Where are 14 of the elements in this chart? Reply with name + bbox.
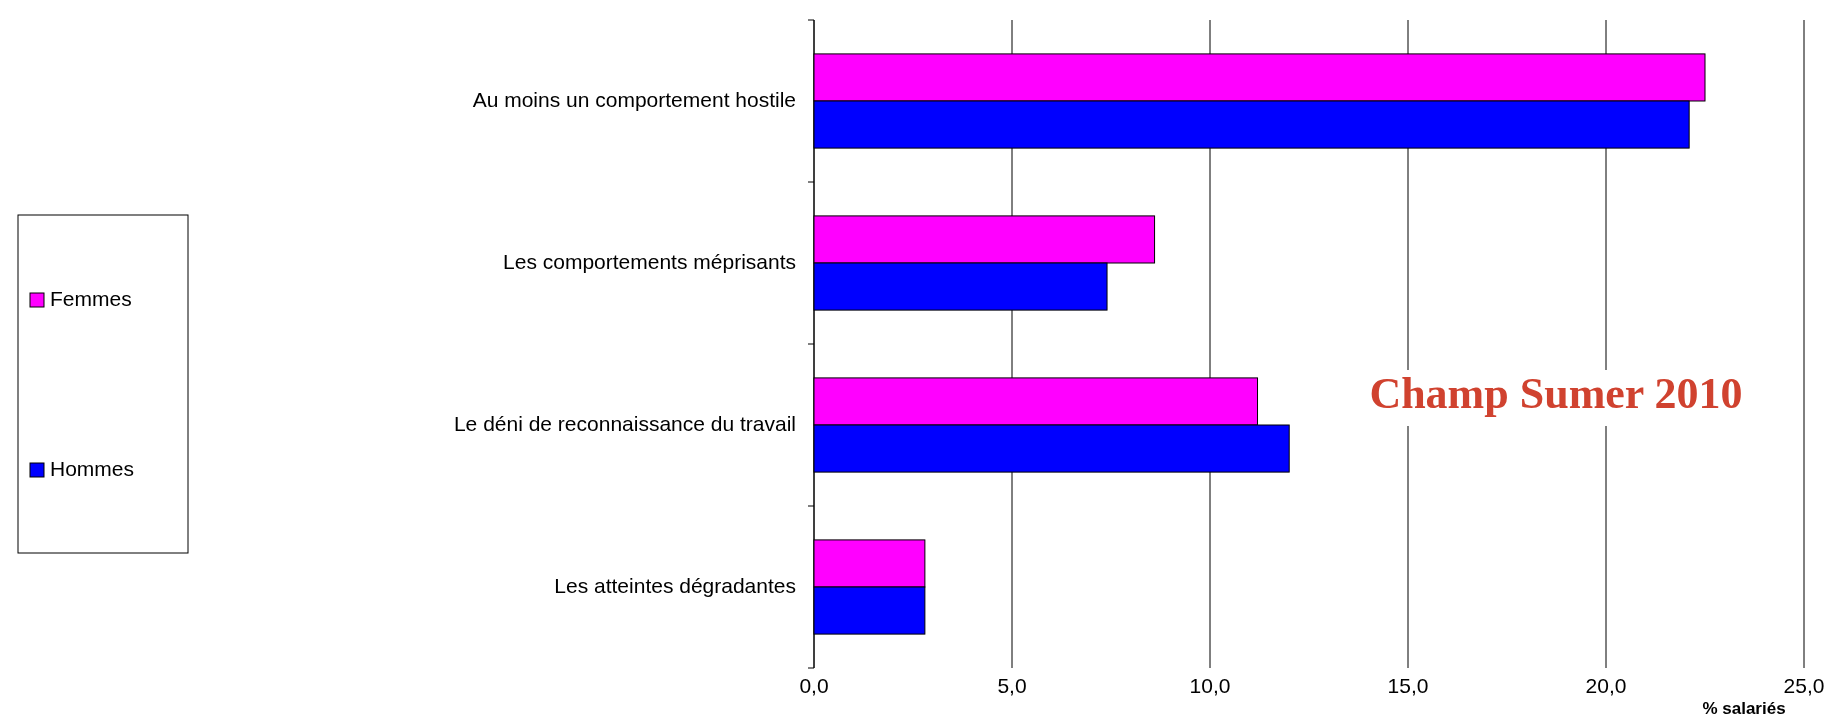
annotation: Champ Sumer 2010 [1369, 369, 1743, 418]
x-tick-label: 25,0 [1783, 674, 1825, 697]
x-tick-label: 10,0 [1189, 674, 1231, 697]
x-axis-title: % salariés [1702, 699, 1786, 718]
legend-label: Femmes [50, 286, 132, 310]
x-tick-label: 0,0 [799, 674, 829, 697]
x-tick-label: 5,0 [997, 674, 1027, 697]
y-tick-label: Au moins un comportement hostile [472, 87, 796, 111]
legend-label: Hommes [50, 456, 135, 480]
y-tick-label: Les atteintes dégradantes [554, 573, 796, 597]
x-tick-label: 15,0 [1387, 674, 1429, 697]
x-tick-label: 20,0 [1585, 674, 1627, 697]
y-tick-label: Le déni de reconnaissance du travail [453, 411, 796, 435]
y-tick-label: Les comportements méprisants [503, 249, 796, 273]
